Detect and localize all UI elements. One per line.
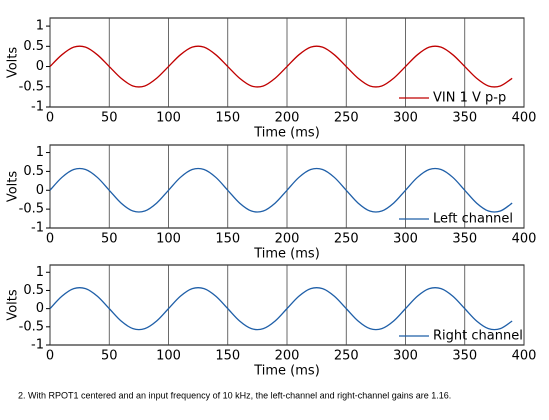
y-tick-label: -0.5 xyxy=(19,319,44,334)
y-axis-title: Volts xyxy=(6,47,21,79)
x-tick-label: 250 xyxy=(334,111,359,126)
y-axis-title: Volts xyxy=(6,289,21,321)
x-tick-label: 400 xyxy=(512,111,537,126)
x-tick-label: 150 xyxy=(215,111,240,126)
data-line xyxy=(49,167,513,213)
y-tick-label: 1 xyxy=(36,145,44,160)
y-tick-label: -1 xyxy=(31,221,44,236)
x-axis-title: Time (ms) xyxy=(253,364,320,379)
data-line xyxy=(49,287,513,331)
x-tick-label: 150 xyxy=(215,232,240,247)
x-tick-label: 0 xyxy=(46,349,54,364)
y-tick-label: 0 xyxy=(36,301,44,316)
y-tick-label: -0.5 xyxy=(19,79,44,94)
y-tick-label: 0 xyxy=(36,183,44,198)
x-tick-label: 350 xyxy=(452,349,477,364)
x-tick-label: 300 xyxy=(393,111,418,126)
y-tick-label: 0.5 xyxy=(23,39,44,54)
x-tick-label: 100 xyxy=(156,111,181,126)
x-tick-label: 0 xyxy=(46,232,54,247)
x-tick-label: 150 xyxy=(215,349,240,364)
y-tick-label: -0.5 xyxy=(19,202,44,217)
x-tick-label: 100 xyxy=(156,232,181,247)
x-tick-label: 200 xyxy=(275,349,300,364)
data-line xyxy=(49,45,513,88)
x-tick-label: 50 xyxy=(101,111,118,126)
x-tick-label: 300 xyxy=(393,349,418,364)
x-tick-label: 300 xyxy=(393,232,418,247)
x-tick-label: 100 xyxy=(156,349,181,364)
x-tick-label: 250 xyxy=(334,232,359,247)
x-tick-label: 0 xyxy=(46,111,54,126)
x-tick-label: 50 xyxy=(101,349,118,364)
x-axis-title: Time (ms) xyxy=(253,247,320,262)
legend-label: Right channel xyxy=(433,329,523,344)
x-tick-label: 50 xyxy=(101,232,118,247)
x-tick-label: 200 xyxy=(275,232,300,247)
x-tick-label: 350 xyxy=(452,232,477,247)
legend-label: Left channel xyxy=(433,212,513,227)
caption: 2. With RPOT1 centered and an input freq… xyxy=(18,390,451,400)
y-tick-label: 0.5 xyxy=(23,164,44,179)
y-tick-label: 1 xyxy=(36,265,44,280)
x-tick-label: 400 xyxy=(512,349,537,364)
y-tick-label: 0.5 xyxy=(23,283,44,298)
x-tick-label: 250 xyxy=(334,349,359,364)
y-tick-label: -1 xyxy=(31,100,44,115)
x-axis-title: Time (ms) xyxy=(253,126,320,141)
y-tick-label: 1 xyxy=(36,19,44,34)
legend-label: VIN 1 V p-p xyxy=(433,91,506,106)
x-tick-label: 350 xyxy=(452,111,477,126)
x-tick-label: 200 xyxy=(275,111,300,126)
x-tick-label: 400 xyxy=(512,232,537,247)
y-tick-label: 0 xyxy=(36,59,44,74)
y-tick-label: -1 xyxy=(31,338,44,353)
y-axis-title: Volts xyxy=(6,171,21,203)
